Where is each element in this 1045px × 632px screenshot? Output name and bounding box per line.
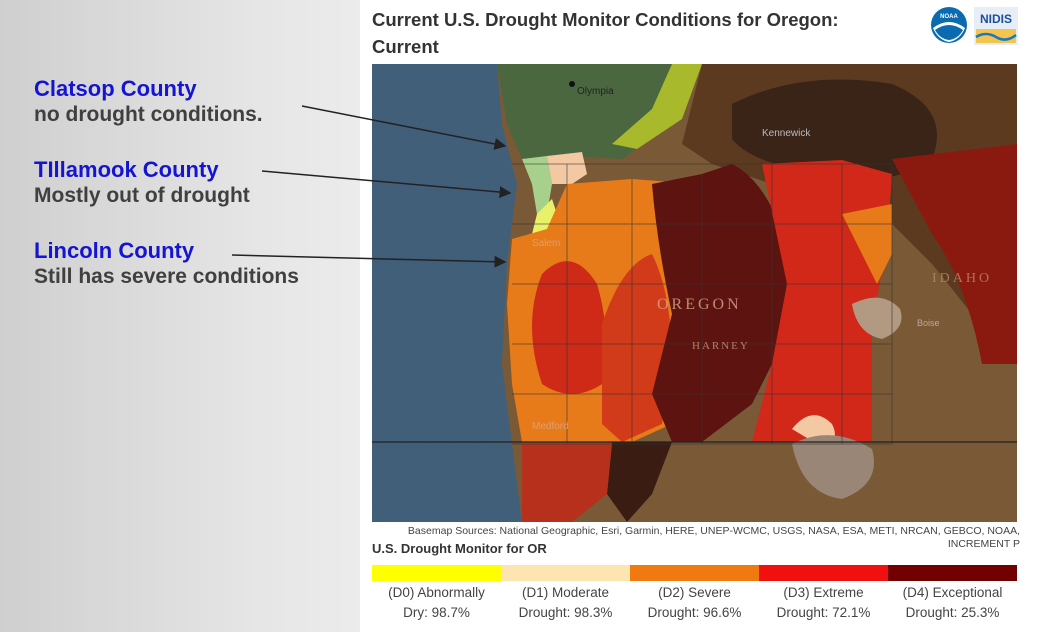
map-label-kennewick: Kennewick bbox=[762, 128, 811, 139]
legend-label: (D4) Exceptional Drought: 25.3% bbox=[903, 583, 1003, 623]
drought-map[interactable]: Olympia Kennewick OREGON IDAHO Salem Med… bbox=[372, 64, 1017, 522]
legend-item-d4: (D4) Exceptional Drought: 25.3% bbox=[888, 565, 1017, 623]
map-label-olympia: Olympia bbox=[577, 86, 614, 97]
legend-label-line2: Dry: 98.7% bbox=[403, 605, 470, 620]
panel-title: Current U.S. Drought Monitor Conditions … bbox=[372, 9, 839, 57]
callout-tillamook: TIllamook County Mostly out of drought bbox=[34, 157, 374, 209]
legend-label: (D2) Severe Drought: 96.6% bbox=[648, 583, 742, 623]
d0-region-washington bbox=[612, 64, 702, 149]
legend-title: U.S. Drought Monitor for OR bbox=[372, 541, 547, 556]
legend: (D0) Abnormally Dry: 98.7% (D1) Moderate D… bbox=[372, 565, 1017, 623]
map-label-idaho: IDAHO bbox=[932, 271, 992, 286]
olympia-marker bbox=[569, 81, 575, 87]
ocean-texture bbox=[372, 64, 482, 522]
legend-item-d1: (D1) Moderate Drought: 98.3% bbox=[501, 565, 630, 623]
callout-county-name: Lincoln County bbox=[34, 238, 195, 263]
county-boundaries bbox=[512, 163, 893, 445]
legend-label-line1: (D4) Exceptional bbox=[902, 585, 1003, 600]
callout-description: no drought conditions. bbox=[34, 103, 263, 126]
legend-label: (D0) Abnormally Dry: 98.7% bbox=[388, 583, 485, 623]
noaa-logo: NOAA bbox=[931, 7, 967, 43]
d4-region-washington bbox=[732, 79, 937, 179]
nidis-logo: NIDIS bbox=[974, 7, 1018, 45]
d4-region-central bbox=[652, 164, 792, 442]
legend-item-d0: (D0) Abnormally Dry: 98.7% bbox=[372, 565, 501, 623]
legend-item-d2: (D2) Severe Drought: 96.6% bbox=[630, 565, 759, 623]
basemap-sources: Basemap Sources: National Geographic, Es… bbox=[407, 525, 1020, 550]
callout-description: Mostly out of drought bbox=[34, 184, 250, 207]
grey-region-nevada bbox=[792, 435, 874, 499]
map-label-oregon: OREGON bbox=[657, 296, 742, 313]
drought-monitor-panel: Current U.S. Drought Monitor Conditions … bbox=[360, 0, 1045, 632]
callout-lincoln: Lincoln County Still has severe conditio… bbox=[34, 238, 374, 290]
legend-label: (D3) Extreme Drought: 72.1% bbox=[777, 583, 871, 623]
legend-label-line2: Drought: 25.3% bbox=[905, 605, 1000, 620]
legend-label-line1: (D2) Severe bbox=[658, 585, 731, 600]
grey-region-idaho bbox=[852, 297, 902, 339]
legend-swatch-d2 bbox=[630, 565, 759, 581]
legend-label-line1: (D3) Extreme bbox=[783, 585, 864, 600]
callout-county-name: TIllamook County bbox=[34, 157, 219, 182]
legend-label-line2: Drought: 96.6% bbox=[647, 605, 742, 620]
callout-county-name: Clatsop County bbox=[34, 76, 197, 101]
d0-clatsop-region bbox=[522, 156, 552, 214]
legend-swatch-d1 bbox=[501, 565, 630, 581]
map-label-harney: HARNEY bbox=[692, 340, 750, 352]
legend-swatch-d4 bbox=[888, 565, 1017, 581]
legend-swatch-d0 bbox=[372, 565, 501, 581]
legend-swatch-d3 bbox=[759, 565, 888, 581]
legend-label-line1: (D0) Abnormally bbox=[388, 585, 485, 600]
map-label-boise: Boise bbox=[917, 318, 940, 328]
legend-item-d3: (D3) Extreme Drought: 72.1% bbox=[759, 565, 888, 623]
nidis-logo-text: NIDIS bbox=[980, 12, 1012, 26]
d4-region-california bbox=[607, 442, 672, 522]
legend-label-line1: (D1) Moderate bbox=[521, 585, 610, 600]
callout-description: Still has severe conditions bbox=[34, 265, 299, 288]
noaa-logo-text: NOAA bbox=[940, 14, 958, 20]
map-label-salem: Salem bbox=[532, 238, 560, 249]
map-label-medford: Medford bbox=[532, 421, 569, 432]
legend-label-line2: Drought: 98.3% bbox=[518, 605, 613, 620]
callout-clatsop: Clatsop County no drought conditions. bbox=[34, 76, 374, 128]
d3-region-california bbox=[522, 444, 612, 522]
legend-label: (D1) Moderate Drought: 98.3% bbox=[519, 583, 613, 623]
d3-region-southwest bbox=[532, 261, 606, 394]
d3-region-east bbox=[892, 144, 1017, 364]
legend-label-line2: Drought: 72.1% bbox=[776, 605, 871, 620]
